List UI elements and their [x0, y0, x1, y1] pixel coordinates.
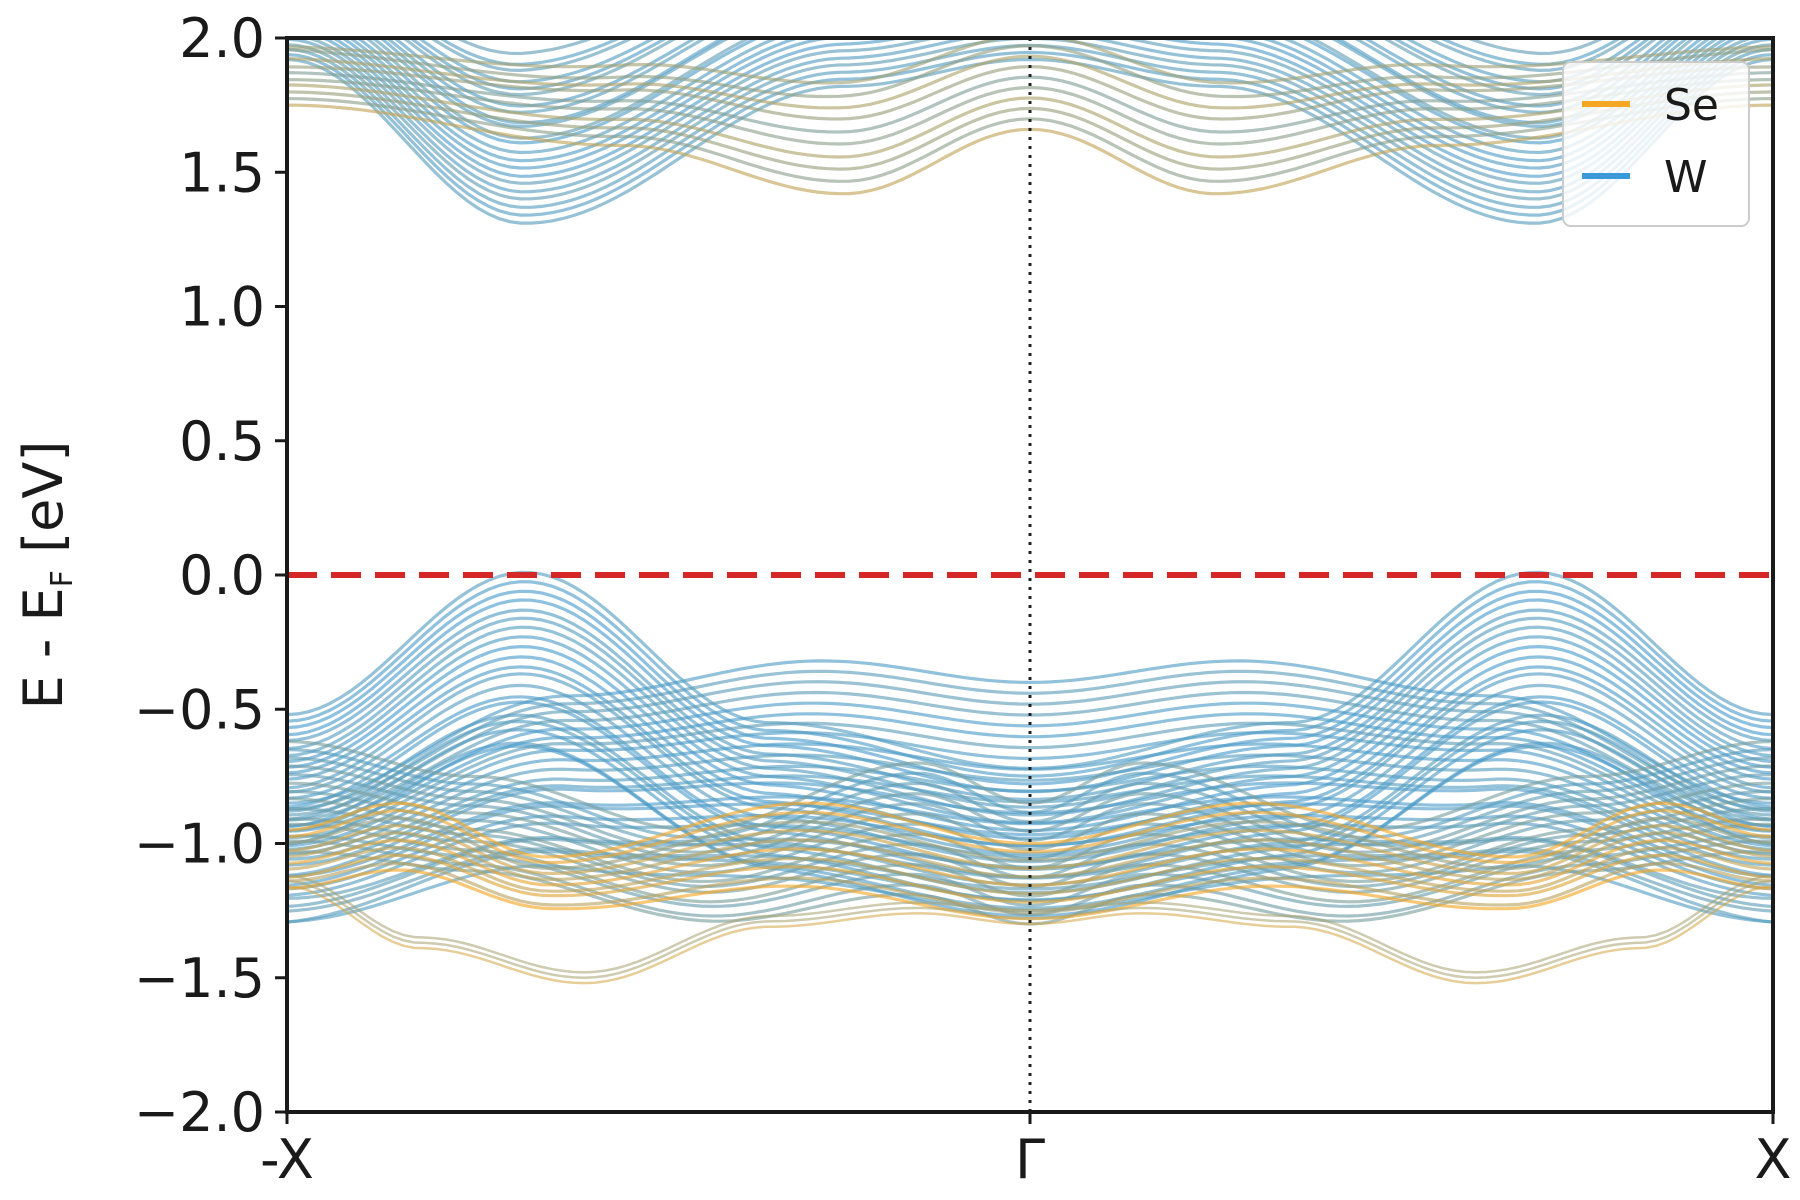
y-axis-label-prefix: E - E	[12, 587, 75, 709]
band-line	[287, 839, 1773, 918]
band-line	[287, 38, 1773, 85]
band-line	[287, 879, 1773, 980]
x-tick-label: X	[1755, 1128, 1792, 1191]
band-line	[287, 669, 1773, 811]
band-line	[287, 822, 1773, 904]
y-tick-label: −2.0	[134, 1081, 265, 1144]
band-line	[428, 38, 1632, 73]
y-axis-label-suffix: [eV]	[12, 441, 75, 570]
band-line	[319, 38, 1741, 178]
band-line	[287, 655, 1773, 840]
y-axis-label-subscript: F	[45, 570, 80, 587]
band-line	[287, 802, 1773, 887]
band-line	[287, 97, 1773, 183]
legend: Se W	[1562, 61, 1750, 227]
band-line	[401, 38, 1659, 97]
band-line	[287, 809, 1773, 865]
y-tick-label: −1.5	[134, 947, 265, 1010]
y-axis-ticks: 2.0 1.5 1.0 0.5 0.0 −0.5 −1.0 −1.5 −2.0	[134, 7, 287, 1144]
band-line	[370, 38, 1690, 129]
band-line	[287, 50, 1773, 217]
band-line	[287, 78, 1773, 146]
band-line	[287, 83, 1773, 159]
band-line	[287, 57, 1773, 225]
band-line	[287, 71, 1773, 134]
band-line	[355, 38, 1705, 145]
band-line	[384, 38, 1676, 115]
band-line	[287, 589, 1773, 786]
y-tick-label: 1.5	[179, 141, 265, 204]
y-tick-label: 0.5	[179, 410, 265, 473]
band-line	[339, 38, 1721, 163]
band-line	[287, 861, 1773, 912]
band-line	[287, 712, 1773, 833]
y-tick-label: 0.0	[179, 544, 265, 607]
x-axis-ticks: -X Γ X	[260, 1112, 1792, 1191]
band-line	[287, 834, 1773, 909]
band-line	[287, 764, 1773, 861]
legend-w-label: W	[1664, 152, 1708, 203]
y-tick-label: 2.0	[179, 7, 265, 70]
band-line	[287, 721, 1773, 840]
band-line	[287, 753, 1773, 856]
band-line	[287, 885, 1773, 985]
legend-se-label: Se	[1664, 80, 1719, 131]
band-line	[287, 701, 1773, 828]
band-lines	[287, 38, 1773, 985]
band-line	[287, 849, 1773, 924]
band-line	[287, 616, 1773, 809]
y-tick-label: −1.0	[134, 813, 265, 876]
band-line	[287, 90, 1773, 171]
band-line	[416, 38, 1644, 84]
band-line	[287, 608, 1773, 802]
legend-box	[1562, 61, 1750, 227]
band-line	[287, 801, 1773, 859]
band-line	[287, 38, 1773, 194]
band-line	[287, 659, 1773, 805]
x-tick-label: Γ	[1015, 1128, 1045, 1191]
y-axis-label: E - EF [eV]	[12, 441, 80, 710]
band-line	[301, 38, 1759, 185]
x-tick-label: -X	[260, 1128, 314, 1191]
y-tick-label: −0.5	[134, 678, 265, 741]
band-line	[437, 38, 1623, 66]
band-line	[287, 44, 1773, 99]
band-line	[329, 38, 1731, 170]
band-line	[287, 816, 1773, 871]
y-tick-label: 1.0	[179, 276, 265, 339]
band-line	[347, 38, 1713, 155]
band-line	[287, 672, 1773, 856]
band-line	[453, 38, 1607, 56]
